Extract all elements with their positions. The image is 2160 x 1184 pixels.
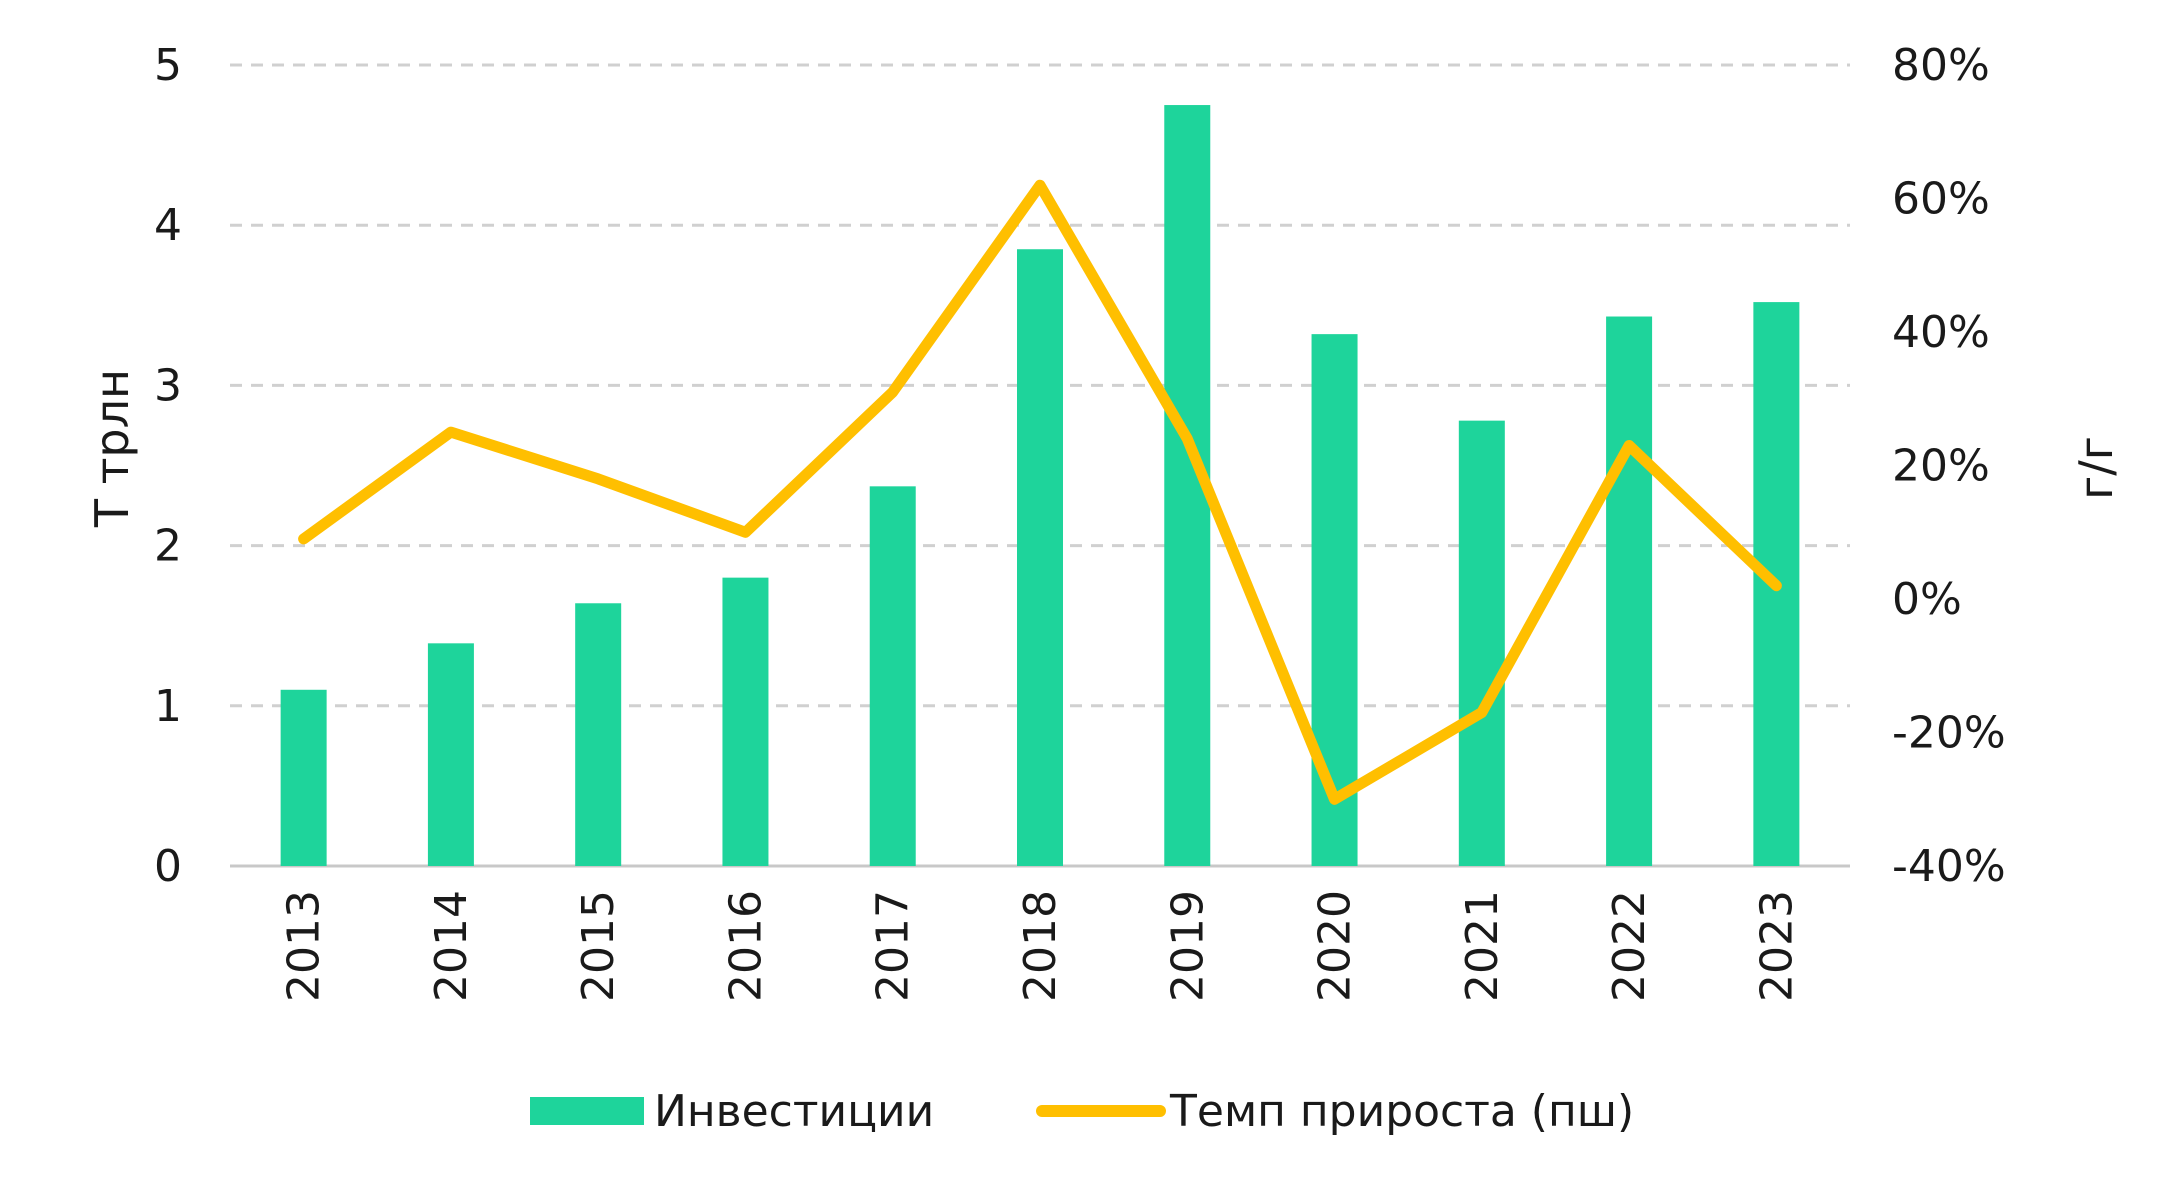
left-axis-ticks: 0 1 2 3 4 5 [154, 40, 182, 892]
legend: Инвестиции Темп прироста (пш) [530, 1086, 1634, 1137]
right-axis-ticks: -40% -20% 0% 20% 40% 60% 80% [1892, 40, 2006, 892]
left-axis-title: Т трлн [85, 369, 139, 528]
x-tick-label: 2018 [1015, 890, 1066, 1002]
x-tick-label: 2022 [1604, 890, 1655, 1002]
bar [1311, 334, 1358, 866]
line-point [302, 537, 305, 540]
bar-series [280, 105, 1800, 867]
x-tick-label: 2021 [1457, 890, 1508, 1002]
right-tick-label: 40% [1892, 307, 1990, 358]
left-tick-label: 0 [154, 841, 182, 892]
left-tick-label: 5 [154, 40, 182, 91]
line-point [1775, 584, 1778, 587]
right-axis-title: г/г [2069, 436, 2123, 500]
right-tick-label: 60% [1892, 174, 1990, 225]
right-tick-label: -20% [1892, 708, 2006, 759]
bar [1017, 249, 1063, 867]
x-axis-ticks: 2013 2014 2015 2016 2017 2018 2019 2020 2021 2022… [279, 890, 1803, 1002]
bar [1606, 316, 1653, 866]
left-tick-label: 2 [154, 521, 182, 572]
bar [280, 689, 327, 866]
line-point [1628, 444, 1631, 447]
bar [869, 486, 916, 866]
line-series [298, 179, 1782, 805]
x-tick-label: 2017 [868, 890, 919, 1002]
line-point [1480, 711, 1483, 714]
right-tick-label: 20% [1892, 441, 1990, 492]
right-tick-label: 0% [1892, 574, 1962, 625]
left-tick-label: 3 [154, 360, 182, 411]
x-tick-label: 2020 [1310, 890, 1361, 1002]
line-point [744, 531, 747, 534]
x-tick-label: 2013 [279, 890, 330, 1002]
right-tick-label: -40% [1892, 841, 2006, 892]
bar [427, 643, 474, 866]
right-tick-label: 80% [1892, 40, 1990, 91]
left-tick-label: 4 [154, 200, 182, 251]
legend-label-line: Темп прироста (пш) [1169, 1086, 1634, 1137]
line-point [597, 477, 600, 480]
legend-label-bars: Инвестиции [654, 1086, 934, 1137]
bar [1458, 420, 1505, 866]
x-tick-label: 2014 [426, 890, 477, 1002]
line-point [1186, 437, 1189, 440]
bar [575, 603, 622, 866]
x-tick-label: 2015 [573, 890, 624, 1002]
x-tick-label: 2023 [1751, 890, 1802, 1002]
x-tick-label: 2019 [1162, 890, 1213, 1002]
x-tick-label: 2016 [720, 890, 771, 1002]
bar [722, 577, 769, 866]
line-point [891, 391, 894, 394]
legend-swatch-bars [530, 1097, 644, 1125]
line-point [1039, 184, 1041, 187]
line-point [1333, 798, 1336, 801]
left-tick-label: 1 [154, 681, 182, 732]
line-point [449, 431, 452, 434]
